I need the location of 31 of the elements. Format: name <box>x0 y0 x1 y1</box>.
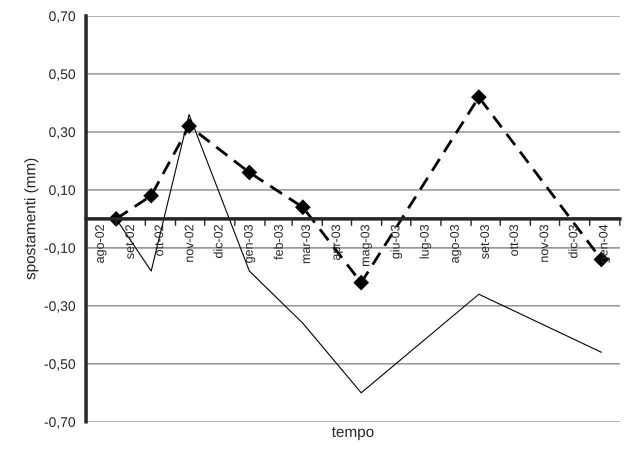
x-tick-label: giu-03 <box>390 224 402 259</box>
point <box>242 164 257 180</box>
x-tick-label: ott-03 <box>509 224 518 256</box>
x-tick-label: dic-02 <box>213 225 223 258</box>
point <box>354 275 369 290</box>
x-tick-label: set-03 <box>480 224 490 259</box>
point <box>471 90 486 105</box>
y-tick-label: 0,30 <box>49 127 76 139</box>
x-tick-label: dic-03 <box>568 224 578 258</box>
x-tick-label: nov-02 <box>184 225 194 262</box>
x-tick-label: mar-03 <box>301 224 310 264</box>
y-tick-label: 0,70 <box>49 11 76 23</box>
y-tick-label: -0,70 <box>44 417 76 429</box>
x-tick-label: ago-03 <box>450 224 462 263</box>
y-axis-title: spostamenti (mm) <box>24 158 38 280</box>
point <box>295 200 310 215</box>
x-tick-label: gen-03 <box>244 224 256 263</box>
x-tick-label: set-02 <box>125 225 134 259</box>
y-tick-label: -0,10 <box>44 243 76 255</box>
x-tick-label: mag-03 <box>360 224 372 266</box>
y-tick-label: -0,50 <box>44 359 76 371</box>
x-tick-label: ago-02 <box>95 225 106 263</box>
y-tick-label: 0,10 <box>49 185 76 197</box>
y-tick-label: 0,50 <box>49 69 76 81</box>
x-tick-label: nov-03 <box>539 224 548 262</box>
x-axis-title: tempo <box>332 427 374 440</box>
y-tick-label: -0,30 <box>44 301 76 313</box>
x-tick-label: ott-02 <box>154 225 164 256</box>
x-tick-label: lug-03 <box>420 224 432 258</box>
point <box>144 188 159 204</box>
x-tick-label: feb-03 <box>274 224 283 260</box>
